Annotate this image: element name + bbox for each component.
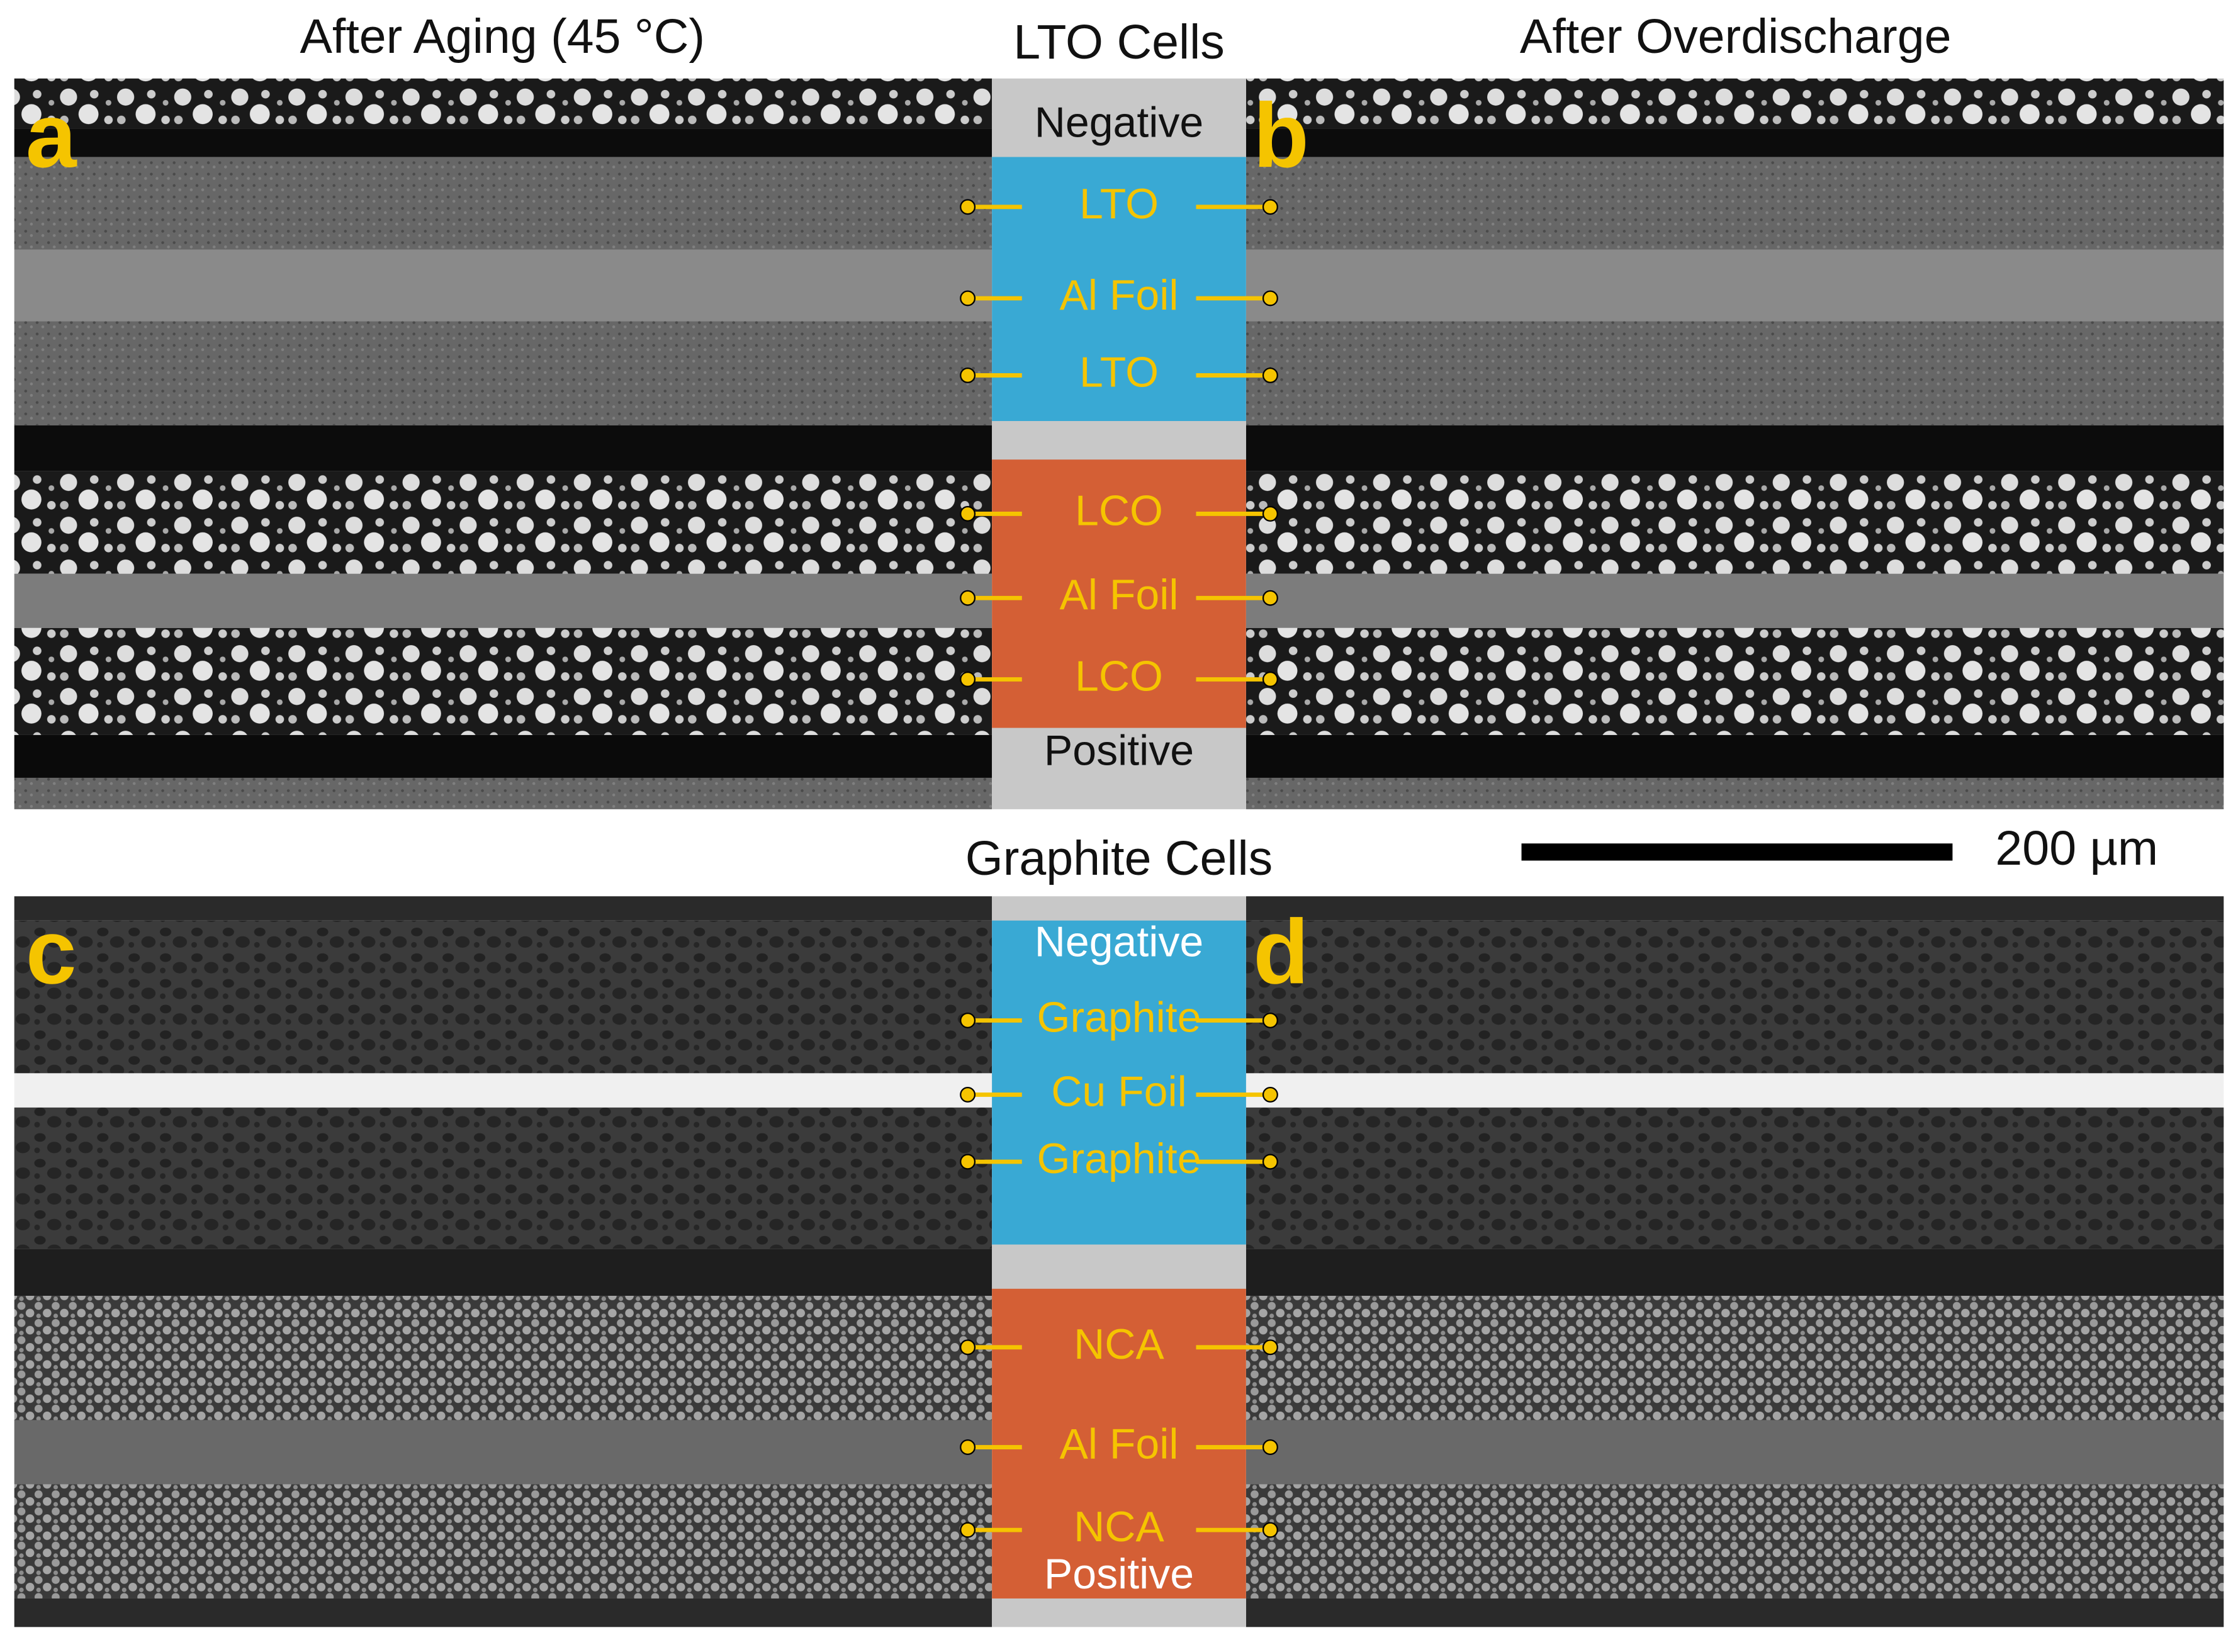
- stack-title: LTO Cells: [1013, 15, 1225, 69]
- layer-band: [1246, 321, 2224, 425]
- layer-label: Al Foil: [1060, 571, 1179, 619]
- layer-label: LCO: [1075, 486, 1163, 534]
- connector-dot: [1262, 1439, 1278, 1456]
- layer-band: [1246, 1296, 2224, 1420]
- layer-band: [14, 1484, 992, 1599]
- layer-band: [14, 920, 992, 1074]
- layer-band: [14, 1420, 992, 1485]
- layer-band: [14, 157, 992, 250]
- layer-band: [1246, 1107, 2224, 1249]
- layer-label: Al Foil: [1060, 1420, 1179, 1468]
- layer-band: [1246, 777, 2224, 809]
- layer-band: [14, 1073, 992, 1108]
- layer-band: [14, 471, 992, 574]
- connector-dot: [1262, 671, 1278, 687]
- panel-letter: d: [1253, 901, 1309, 1003]
- layer-band: [1246, 896, 2224, 921]
- layer-band: [1246, 1249, 2224, 1296]
- layer-band: [1246, 78, 2224, 129]
- stack-end-label: Negative: [1035, 99, 1203, 147]
- connector-dot: [1262, 1013, 1278, 1028]
- connector-dot: [1262, 505, 1278, 522]
- layer-band: [1246, 1598, 2224, 1627]
- connector-dot: [1262, 367, 1278, 383]
- layer-band: [1246, 157, 2224, 250]
- layer-band: [1246, 1073, 2224, 1108]
- layer-band: [14, 573, 992, 628]
- connector-dot: [960, 290, 976, 306]
- positive-block: [992, 1288, 1246, 1599]
- layer-label: LTO: [1079, 180, 1159, 228]
- connector-dot: [1262, 1086, 1278, 1103]
- layer-label: NCA: [1074, 1320, 1164, 1368]
- connector-dot: [960, 199, 976, 215]
- layer-band: [14, 249, 992, 322]
- layer-band: [14, 896, 992, 921]
- connector-dot: [960, 1339, 976, 1356]
- scale-label: 200 µm: [1995, 821, 2158, 875]
- layer-band: [1246, 471, 2224, 574]
- layer-band: [14, 321, 992, 425]
- connector-dot: [960, 590, 976, 606]
- layer-band: [1246, 1484, 2224, 1599]
- layer-label: Al Foil: [1060, 271, 1179, 319]
- positive-block: [992, 459, 1246, 728]
- panel-letter: a: [26, 84, 77, 186]
- panel-title: After Aging (45 °C): [300, 9, 706, 64]
- connector-dot: [960, 1439, 976, 1456]
- connector-dot: [1262, 590, 1278, 606]
- stack-end-label: Negative: [1035, 918, 1203, 965]
- panel-title: After Overdischarge: [1520, 9, 1952, 64]
- layer-band: [1246, 734, 2224, 778]
- layer-band: [1246, 920, 2224, 1074]
- layer-band: [1246, 249, 2224, 322]
- connector-dot: [960, 1086, 976, 1103]
- layer-band: [14, 1249, 992, 1296]
- layer-band: [14, 777, 992, 809]
- connector-dot: [960, 367, 976, 383]
- layer-band: [1246, 425, 2224, 471]
- stack-title: Graphite Cells: [965, 831, 1273, 885]
- layer-band: [14, 1107, 992, 1249]
- connector-dot: [1262, 1154, 1278, 1170]
- stack-end-label: Positive: [1044, 1550, 1194, 1598]
- layer-band: [14, 627, 992, 735]
- layer-band: [1246, 573, 2224, 628]
- connector-dot: [960, 671, 976, 687]
- layer-band: [14, 425, 992, 471]
- connector-dot: [960, 1154, 976, 1170]
- layer-label: Cu Foil: [1051, 1067, 1186, 1115]
- layer-band: [14, 1598, 992, 1627]
- layer-band: [14, 1296, 992, 1420]
- panel-letter: c: [26, 901, 77, 1003]
- layer-label: LCO: [1075, 652, 1163, 700]
- layer-band: [14, 78, 992, 129]
- connector-dot: [1262, 1339, 1278, 1356]
- connector-dot: [1262, 199, 1278, 215]
- layer-label: Graphite: [1037, 1135, 1201, 1183]
- layer-label: Graphite: [1037, 993, 1201, 1041]
- layer-band: [1246, 128, 2224, 157]
- layer-label: NCA: [1074, 1503, 1164, 1551]
- panel-letter: b: [1253, 84, 1309, 186]
- connector-dot: [960, 1522, 976, 1538]
- stack-end-label: Positive: [1044, 726, 1194, 774]
- layer-band: [1246, 627, 2224, 735]
- connector-dot: [1262, 290, 1278, 306]
- connector-dot: [960, 1013, 976, 1028]
- layer-band: [14, 734, 992, 778]
- layer-label: LTO: [1079, 348, 1159, 396]
- micrographs: [14, 78, 2224, 1627]
- connector-dot: [1262, 1522, 1278, 1538]
- negative-block: [992, 920, 1246, 1245]
- labels: After Aging (45 °C) LTO Cells After Over…: [26, 9, 2158, 1598]
- layer-band: [14, 128, 992, 157]
- connector-dot: [960, 505, 976, 522]
- layer-band: [1246, 1420, 2224, 1485]
